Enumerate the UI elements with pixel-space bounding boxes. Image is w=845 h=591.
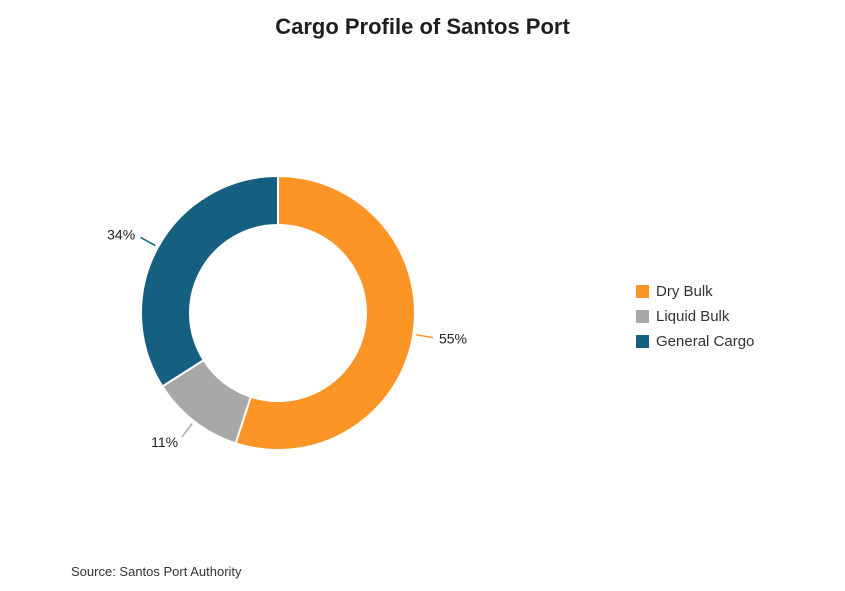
legend: Dry Bulk Liquid Bulk General Cargo (636, 279, 754, 354)
legend-label-dry-bulk: Dry Bulk (656, 283, 713, 300)
leader-line-liquid-bulk (181, 423, 193, 438)
legend-item-dry-bulk[interactable]: Dry Bulk (636, 279, 754, 304)
legend-swatch-dry-bulk (636, 285, 649, 298)
donut-slices (140, 174, 416, 451)
source-note: Source: Santos Port Authority (71, 564, 242, 579)
legend-label-liquid-bulk: Liquid Bulk (656, 308, 730, 325)
leader-line-dry-bulk (416, 334, 434, 339)
percent-label-general-cargo: 34% (107, 226, 135, 242)
legend-item-liquid-bulk[interactable]: Liquid Bulk (636, 304, 754, 329)
legend-item-general-cargo[interactable]: General Cargo (636, 329, 754, 354)
legend-swatch-general-cargo (636, 335, 649, 348)
legend-swatch-liquid-bulk (636, 310, 649, 323)
percent-labels: 55% 11% 34% (107, 226, 467, 449)
percent-label-liquid-bulk: 11% (151, 434, 178, 450)
slice-general-cargo[interactable] (140, 174, 279, 388)
leader-line-general-cargo (140, 236, 156, 247)
slice-dry-bulk[interactable] (234, 174, 416, 451)
chart-title: Cargo Profile of Santos Port (275, 14, 570, 39)
leader-lines (140, 236, 434, 438)
legend-label-general-cargo: General Cargo (656, 333, 755, 350)
percent-label-dry-bulk: 55% (439, 330, 467, 346)
